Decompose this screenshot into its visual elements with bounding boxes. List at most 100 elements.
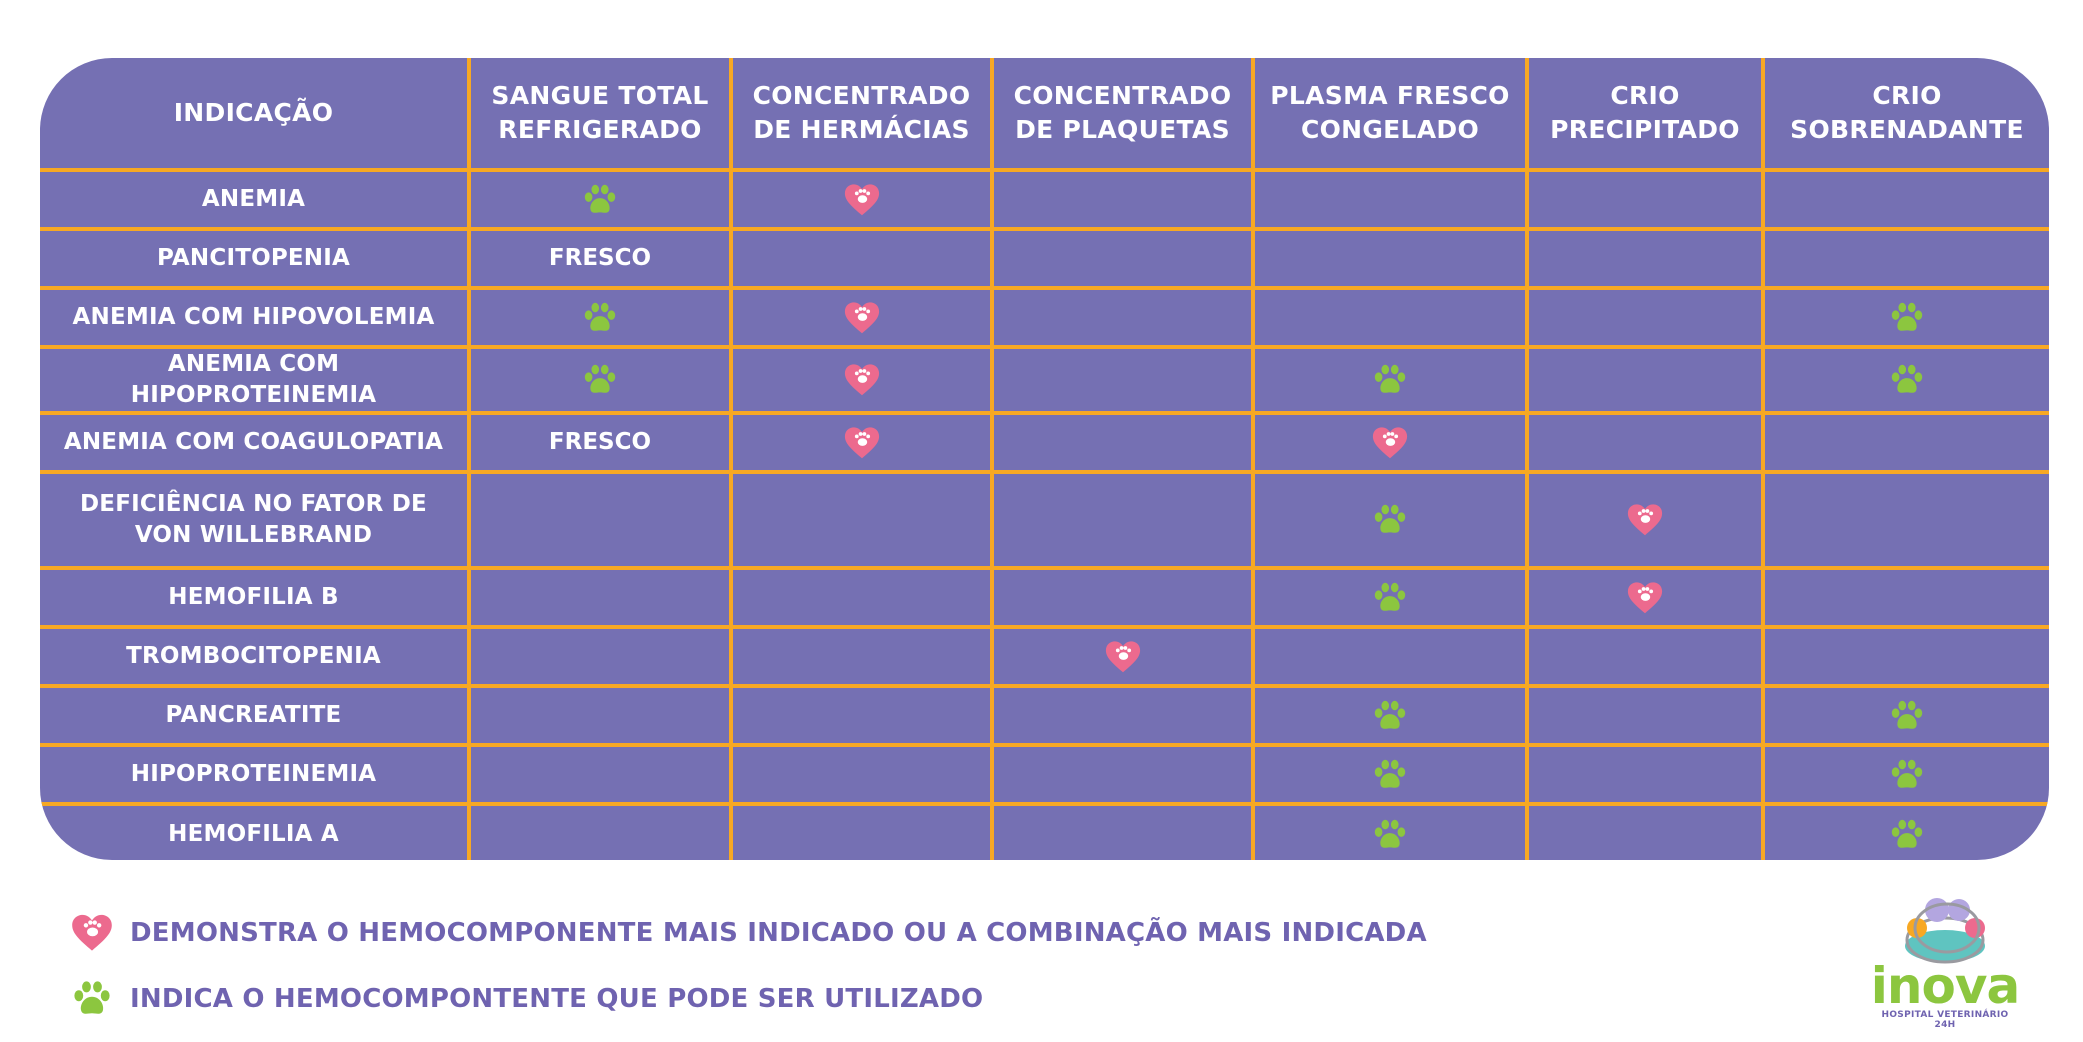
row-label: Hemofilia A: [40, 804, 469, 860]
table-cell: [467, 686, 731, 748]
table-cell: [1525, 288, 1763, 349]
row-label-line: Anemia com Hipoproteinemia: [130, 351, 377, 409]
table-cell: [1251, 347, 1527, 416]
row-label: Hipoproteinemia: [40, 745, 469, 807]
legend-item-heart: Demonstra o hemocomponente mais indicado…: [70, 900, 1427, 966]
column-header: Sangue total refrigerado: [467, 58, 731, 172]
table-row: Hemofilia B: [40, 568, 2049, 630]
table-cell: [1251, 288, 1527, 349]
table-header-row: Indicação Sangue total refrigerado Concentr…: [40, 58, 2049, 172]
row-label: Pancreatite: [40, 686, 469, 748]
table-cell: [990, 170, 1253, 231]
column-header: Concentrado de Hermácias: [729, 58, 992, 172]
table-cell: [1761, 229, 2049, 290]
paw-icon: [1888, 362, 1926, 398]
table-row: Anemia com Hipoproteinemia: [40, 347, 2049, 416]
paw-icon: [581, 362, 619, 398]
row-label-line: Anemia: [201, 185, 306, 212]
row-label: Hemofilia B: [40, 568, 469, 630]
row-label-line: Anemia com Coagulopatia: [63, 429, 444, 456]
table-row: Trombocitopenia: [40, 627, 2049, 689]
table-row: Anemia com Hipovolemia: [40, 288, 2049, 349]
row-label: Anemia: [40, 170, 469, 231]
legend-heart-label: Demonstra o hemocomponente mais indicado…: [130, 918, 1427, 948]
heart-icon: [1626, 580, 1664, 616]
table-cell: [1525, 229, 1763, 290]
heart-icon: [1104, 639, 1142, 675]
cell-text: Fresco: [548, 244, 652, 271]
table-cell: [1761, 568, 2049, 630]
table-cell: [990, 745, 1253, 807]
table-cell: [990, 413, 1253, 475]
heart-icon: [70, 913, 114, 953]
paw-icon: [581, 182, 619, 218]
table-cell: [990, 804, 1253, 860]
table-cell: Fresco: [467, 229, 731, 290]
table-row: Anemia com Coagulopatia Fresco: [40, 413, 2049, 475]
column-header: Plasma fresco congelado: [1251, 58, 1527, 172]
row-label-line: Hemofilia A: [168, 821, 339, 848]
table-cell: [1525, 745, 1763, 807]
paw-icon: [1888, 817, 1926, 853]
column-header-line: Crio: [1872, 81, 1942, 111]
table-cell: [1761, 472, 2049, 571]
table-cell: [729, 472, 992, 571]
row-label-line: Pancreatite: [165, 702, 342, 729]
column-header-line: Crio: [1610, 81, 1680, 111]
indication-table: Indicação Sangue total refrigerado Concentr…: [40, 58, 2049, 860]
column-header-line: refrigerado: [498, 115, 702, 144]
column-header-line: sobrenadante: [1790, 115, 2024, 144]
table-cell: [990, 288, 1253, 349]
row-label: Anemia com Hipoproteinemia: [40, 347, 469, 416]
table-row: Anemia: [40, 170, 2049, 231]
row-label: Deficiência no fator de Von Willebrand: [40, 472, 469, 571]
table-cell: [1761, 804, 2049, 860]
heart-icon: [843, 425, 881, 461]
row-label: Anemia com Coagulopatia: [40, 413, 469, 475]
row-label-line: Deficiência no fator de: [80, 491, 427, 518]
heart-icon: [1626, 502, 1664, 538]
paw-icon: [1888, 757, 1926, 793]
legend-paw-label: Indica o hemocompontente que pode ser ut…: [130, 984, 984, 1014]
paw-icon: [1371, 817, 1409, 853]
table-cell: [1251, 804, 1527, 860]
table-cell: [729, 170, 992, 231]
row-label-line: Pancitopenia: [156, 244, 351, 271]
table-cell: [990, 347, 1253, 416]
table-body: Anemia Pancitopenia Fresco Anemia com Hipov…: [40, 170, 2049, 860]
row-label-line: Von Willebrand: [134, 522, 373, 549]
inova-logo: inova HOSPITAL VETERINÁRIO 24H: [1870, 888, 2020, 1030]
column-header: Crio precipitado: [1525, 58, 1763, 172]
table-cell: [1761, 627, 2049, 689]
table-cell: [1525, 347, 1763, 416]
table-cell: [1251, 627, 1527, 689]
table-cell: [467, 627, 731, 689]
table-row: Pancitopenia Fresco: [40, 229, 2049, 290]
logo-wordmark: inova: [1870, 957, 2020, 1015]
paw-icon: [581, 300, 619, 336]
table-cell: [1761, 686, 2049, 748]
table-cell: [990, 627, 1253, 689]
row-label-line: Anemia com Hipovolemia: [72, 303, 435, 330]
table-cell: [729, 804, 992, 860]
table-cell: [1525, 804, 1763, 860]
column-header-line: Concentrado: [1013, 81, 1232, 111]
logo-subtitle: HOSPITAL VETERINÁRIO 24H: [1881, 1010, 2009, 1030]
table-cell: [729, 288, 992, 349]
table-cell: [729, 229, 992, 290]
table-cell: [729, 347, 992, 416]
paw-icon: [1371, 362, 1409, 398]
table-row: Hipoproteinemia: [40, 745, 2049, 807]
row-label-line: Hipoproteinemia: [130, 761, 377, 788]
table-cell: [1761, 347, 2049, 416]
paw-icon: [1371, 580, 1409, 616]
table-cell: [729, 627, 992, 689]
column-header-line: congelado: [1300, 115, 1480, 144]
table-cell: [1251, 472, 1527, 571]
table-cell: [467, 347, 731, 416]
table-cell: [729, 745, 992, 807]
table-cell: [1251, 568, 1527, 630]
table-cell: [1761, 413, 2049, 475]
table-cell: [1251, 745, 1527, 807]
row-label: Pancitopenia: [40, 229, 469, 290]
